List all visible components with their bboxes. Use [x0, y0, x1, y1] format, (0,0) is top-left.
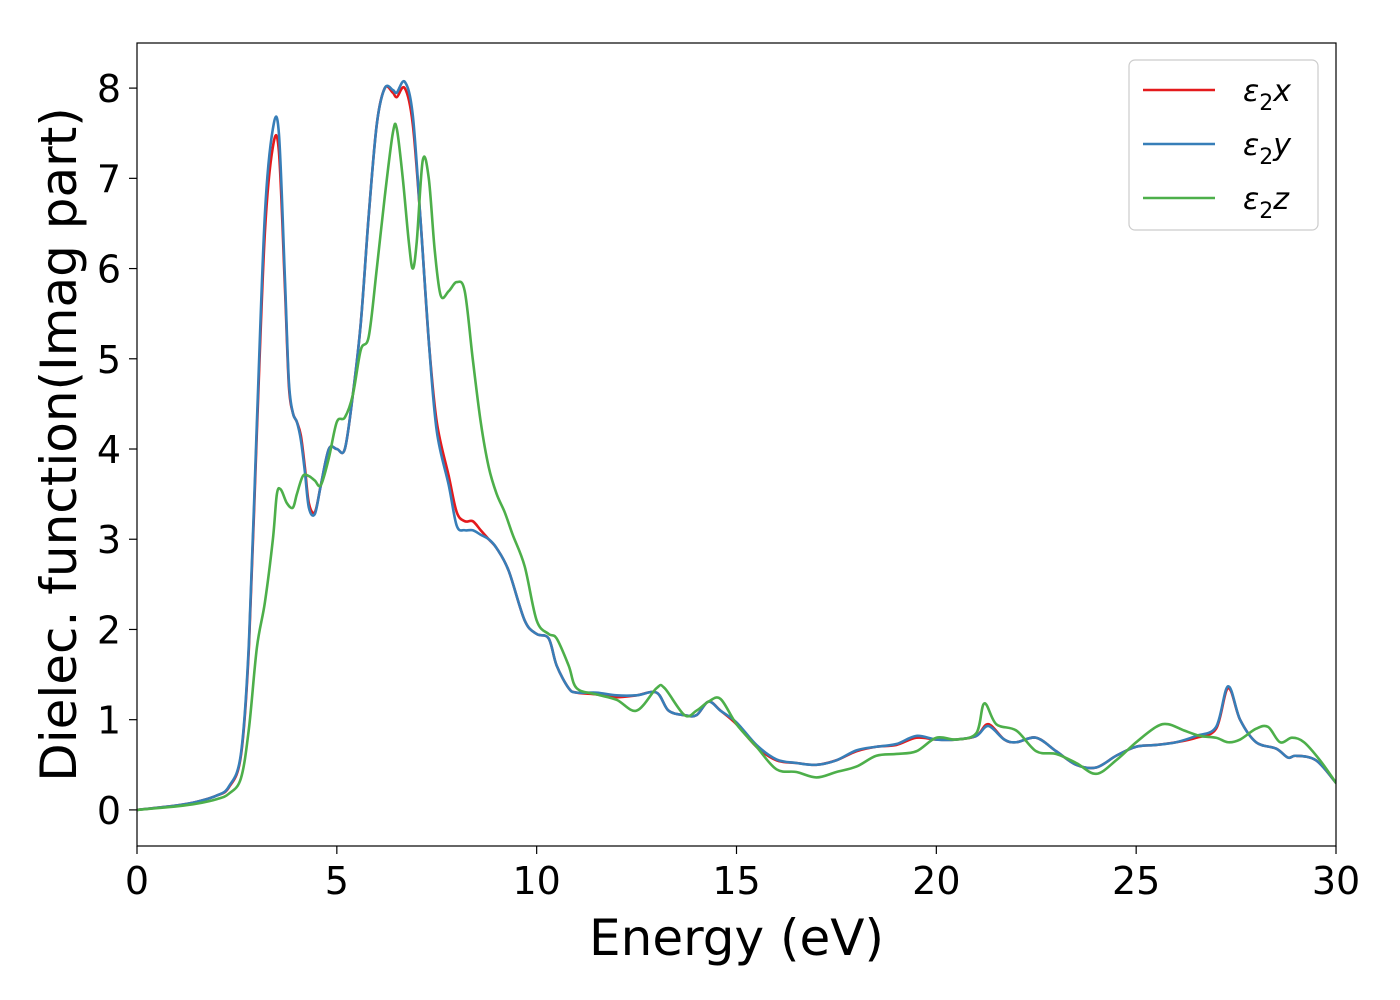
x-tick-label: 15	[712, 859, 760, 903]
y-tick-label: 6	[97, 248, 121, 292]
y-tick-label: 2	[97, 608, 121, 652]
y-axis-title: Dielec. function(Imag part)	[30, 107, 88, 782]
y-tick-label: 0	[97, 789, 121, 833]
y-tick-label: 8	[97, 67, 121, 111]
y-tick-label: 5	[97, 338, 121, 382]
legend-label-base: ε	[1243, 128, 1259, 163]
legend-label-z: ε2z	[1243, 182, 1290, 224]
x-tick-label: 5	[325, 859, 349, 903]
legend-label-suffix: x	[1272, 74, 1291, 109]
legend-label-suffix: z	[1272, 182, 1290, 217]
y-tick-label: 1	[97, 699, 121, 743]
legend-label-x: ε2x	[1243, 74, 1291, 116]
series-layer	[137, 79, 1336, 812]
legend-label-subscript: 2	[1259, 145, 1273, 170]
legend-label-subscript: 2	[1259, 199, 1273, 224]
y-tick-label: 3	[97, 518, 121, 562]
legend-label-suffix: y	[1272, 128, 1292, 163]
legend-label-base: ε	[1243, 182, 1259, 217]
series-line-y	[137, 79, 1336, 812]
y-tick-label: 4	[97, 428, 121, 472]
x-tick-label: 25	[1112, 859, 1160, 903]
y-tick-label: 7	[97, 157, 121, 201]
series-line-z	[137, 122, 1336, 812]
x-tick-label: 30	[1312, 859, 1360, 903]
x-tick-label: 10	[512, 859, 560, 903]
legend-box	[1128, 59, 1319, 231]
x-tick-label: 20	[912, 859, 960, 903]
x-tick-label: 0	[125, 859, 149, 903]
legend-label-base: ε	[1243, 74, 1259, 109]
x-axis: 0 5 10 15 20 25 30	[125, 846, 1360, 903]
y-axis: 0 1 2 3 4 5 6 7 8	[97, 67, 137, 833]
legend-label-subscript: 2	[1259, 91, 1273, 116]
legend-label-y: ε2y	[1243, 128, 1292, 170]
x-axis-title: Energy (eV)	[589, 909, 884, 967]
